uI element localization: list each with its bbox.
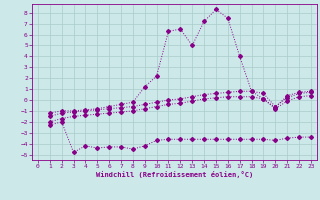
X-axis label: Windchill (Refroidissement éolien,°C): Windchill (Refroidissement éolien,°C) [96,171,253,178]
